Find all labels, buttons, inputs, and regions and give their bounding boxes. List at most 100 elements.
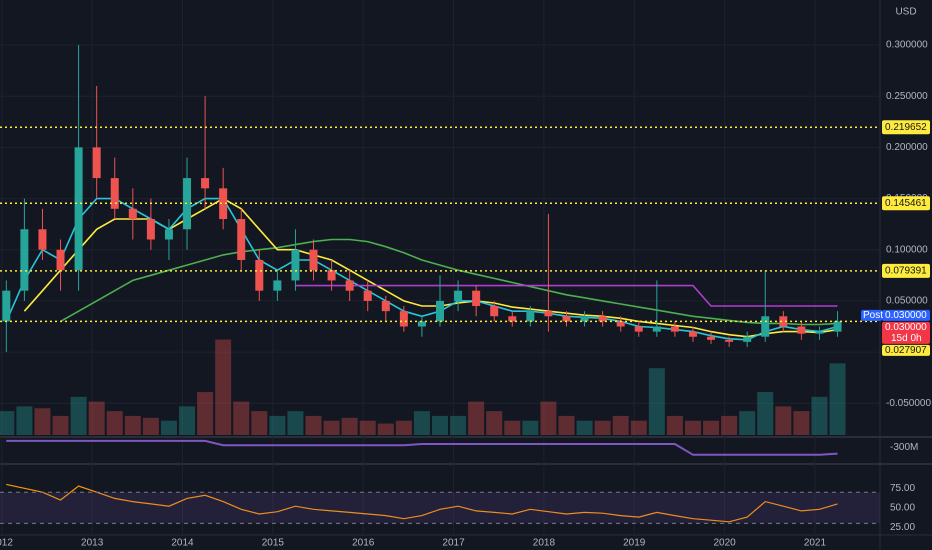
- y-tick-label: -0.050000: [886, 398, 931, 409]
- price-tag: [882, 309, 930, 321]
- price-tag-label: 0.027907: [885, 345, 927, 356]
- candle-body: [363, 290, 372, 301]
- candle-body: [454, 290, 463, 301]
- volume-bar: [648, 368, 665, 435]
- volume-bar: [305, 415, 322, 435]
- volume-bar: [0, 411, 15, 435]
- price-tag-sub: 15d 0h: [891, 333, 922, 344]
- volume-bar: [287, 411, 304, 435]
- obv-line: [6, 439, 838, 456]
- candle-body: [688, 331, 697, 337]
- candle-body: [327, 270, 336, 281]
- candle-body: [472, 290, 481, 307]
- price-tag-name-box: [861, 309, 882, 321]
- volume-bar: [775, 406, 792, 435]
- price-tag: [882, 321, 930, 344]
- moving-average-line: [60, 238, 838, 326]
- volume-bar: [594, 420, 611, 435]
- candle-body: [128, 208, 137, 220]
- candle-body: [56, 249, 65, 271]
- candle-body: [309, 249, 318, 271]
- candle-body: [345, 280, 354, 291]
- candle-body: [761, 316, 770, 337]
- candle-body: [219, 188, 228, 220]
- volume-bar: [486, 411, 503, 435]
- moving-average-line: [295, 284, 838, 307]
- volume-bar: [793, 411, 810, 435]
- rsi-tick-label: 50.00: [890, 502, 915, 513]
- price-tag-label: 0.030000: [885, 310, 927, 321]
- volume-bar: [522, 420, 539, 435]
- candle-body: [616, 321, 625, 327]
- price-tag: [882, 344, 930, 356]
- candle-body: [146, 219, 155, 240]
- volume-bar: [829, 363, 846, 435]
- candle-body: [237, 219, 246, 260]
- level-tag: [882, 120, 930, 135]
- x-tick-label: 2017: [442, 538, 465, 549]
- candle-body: [399, 311, 408, 327]
- volume-bar: [395, 420, 412, 435]
- rsi-tick-label: 75.00: [890, 483, 915, 494]
- x-tick-label: 2015: [262, 538, 285, 549]
- volume-bar: [468, 401, 485, 435]
- volume-bar: [739, 411, 756, 435]
- volume-bar: [721, 415, 738, 435]
- candle-body: [580, 316, 589, 322]
- volume-bar: [413, 411, 430, 435]
- x-tick-label: 2018: [533, 538, 556, 549]
- candle-body: [652, 326, 661, 332]
- candle-body: [490, 306, 499, 317]
- candle-body: [20, 229, 29, 291]
- candle-body: [634, 326, 643, 332]
- volume-bar: [450, 415, 467, 435]
- volume-bar: [106, 411, 123, 435]
- candle-body: [833, 321, 842, 332]
- candle-body: [544, 311, 553, 317]
- level-tag: [882, 196, 930, 211]
- volume-bar: [16, 406, 33, 435]
- rsi-line: [6, 483, 838, 523]
- volume-bar: [179, 406, 196, 435]
- currency-label: USD: [895, 7, 916, 18]
- volume-bar: [160, 420, 177, 435]
- rsi-band: [0, 492, 880, 524]
- volume-bar: [703, 420, 720, 435]
- candle-body: [508, 316, 517, 322]
- volume-bar: [88, 401, 105, 435]
- x-tick-label: 2020: [713, 538, 736, 549]
- volume-bar: [666, 415, 683, 435]
- x-tick-label: 2014: [171, 538, 194, 549]
- candle-body: [743, 336, 752, 342]
- volume-bar: [757, 392, 774, 435]
- level-tag-label: 0.145461: [885, 198, 927, 209]
- candle-body: [725, 339, 734, 342]
- level-tag-label: 0.219652: [885, 122, 927, 133]
- x-tick-label: 2013: [81, 538, 104, 549]
- candle-body: [417, 321, 426, 327]
- volume-bar: [233, 401, 250, 435]
- volume-bar: [359, 420, 376, 435]
- level-tag-label: 0.079391: [885, 265, 927, 276]
- volume-bar: [558, 415, 575, 435]
- candle-body: [291, 249, 300, 281]
- level-tag: [882, 263, 930, 278]
- candle-body: [797, 326, 806, 334]
- volume-bar: [52, 415, 69, 435]
- candle-body: [562, 316, 571, 322]
- candle-body: [526, 311, 535, 322]
- candle-body: [110, 178, 119, 209]
- candle-body: [255, 259, 264, 291]
- rsi-tick-label: 25.00: [890, 522, 915, 533]
- x-tick-label: 2012: [0, 538, 13, 549]
- volume-bar: [34, 408, 51, 435]
- volume-bar: [269, 415, 286, 435]
- candle-body: [201, 178, 210, 189]
- main-pane: [0, 0, 880, 535]
- candle-body: [38, 229, 47, 250]
- volume-bar: [630, 420, 647, 435]
- candle-body: [707, 336, 716, 340]
